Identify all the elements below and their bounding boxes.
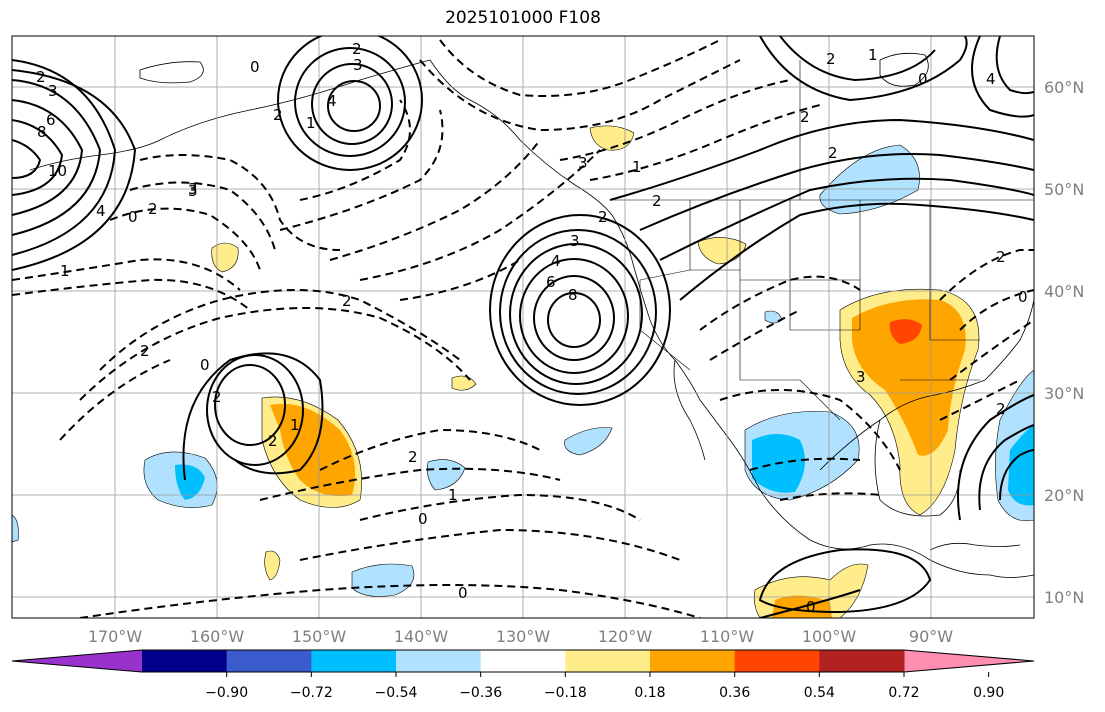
contour-label: 8	[37, 123, 47, 141]
contour-label: 1	[290, 416, 300, 434]
colorbar-swatch	[480, 650, 566, 672]
contour-label: 1	[306, 114, 316, 132]
colorbar-extend-low	[12, 650, 142, 672]
lon-label: 140°W	[394, 627, 449, 646]
lat-label: 20°N	[1044, 486, 1084, 505]
contour-label: 4	[551, 252, 561, 270]
contour-label: 2	[342, 292, 352, 310]
political-borders	[612, 60, 1034, 421]
contour-label: 3	[48, 82, 58, 100]
contour-label: 0	[1018, 288, 1028, 306]
lon-label: 150°W	[292, 627, 347, 646]
colorbar-swatch	[565, 650, 651, 672]
lat-label: 10°N	[1044, 588, 1084, 607]
colorbar-tick-label: 0.90	[973, 685, 1004, 701]
shading-layer	[12, 125, 1034, 618]
contour-label: 6	[546, 273, 556, 291]
lon-label: 130°W	[496, 627, 551, 646]
contour-label: 0	[250, 58, 260, 76]
contour-label: 3	[578, 154, 588, 172]
colorbar-tick-label: −0.36	[459, 685, 502, 701]
colorbar-swatch	[819, 650, 905, 672]
contour-label: 0	[418, 510, 428, 528]
contour-label: 10	[48, 162, 67, 180]
contour-label: 3	[188, 182, 198, 200]
contour-label: 2	[212, 388, 222, 406]
longitude-labels: 170°W 160°W 150°W 140°W 130°W 120°W 110°…	[88, 627, 953, 646]
contour-label: 2	[652, 192, 662, 210]
contour-label: 3	[353, 56, 363, 74]
colorbar-tick-label: 0.36	[719, 685, 750, 701]
contour-label: 1	[632, 158, 642, 176]
lat-label: 60°N	[1044, 78, 1084, 97]
contour-label: 0	[806, 598, 816, 616]
lon-label: 100°W	[802, 627, 857, 646]
colorbar: −0.90 −0.72 −0.54 −0.36 −0.18 0.18 0.36 0.54 0.7…	[11, 649, 1035, 701]
contour-label: 3	[570, 232, 580, 250]
contour-label: 4	[96, 202, 106, 220]
contour-label: 1	[868, 46, 878, 64]
colorbar-outline	[11, 649, 1035, 673]
contour-label: 0	[200, 356, 210, 374]
lat-label: 30°N	[1044, 384, 1084, 403]
contour-label: 2	[148, 200, 158, 218]
contour-label: 4	[986, 70, 996, 88]
dashed-contours	[12, 39, 1034, 618]
lon-label: 170°W	[88, 627, 143, 646]
contour-label: 0	[128, 208, 138, 226]
lon-label: 120°W	[598, 627, 653, 646]
colorbar-tick-label: −0.90	[205, 685, 248, 701]
colorbar-tick-label: −0.18	[544, 685, 587, 701]
contour-label: 2	[826, 50, 836, 68]
contour-label: 2	[273, 106, 283, 124]
colorbar-swatch	[734, 650, 820, 672]
contour-label: 3	[188, 180, 198, 198]
lon-label: 110°W	[700, 627, 755, 646]
colorbar-tick-label: −0.54	[375, 685, 418, 701]
colorbar-tick-label: −0.72	[290, 685, 333, 701]
contour-label: 2	[268, 432, 278, 450]
contour-label: 2	[140, 342, 150, 360]
map-frame	[11, 35, 1035, 619]
contour-label: 2	[598, 208, 608, 226]
graticule	[12, 36, 1034, 618]
contour-label: 6	[46, 111, 56, 129]
colorbar-swatch	[226, 650, 312, 672]
colorbar-tick-label: 0.18	[634, 685, 665, 701]
contour-labels: 2 3 0 2 3 4 2 6 8 10 4 0 1 2 3 1 2 0 2 2…	[36, 40, 1028, 616]
colorbar-tick-label: 0.72	[888, 685, 919, 701]
contour-label: 8	[568, 286, 578, 304]
contour-label: 2	[996, 248, 1006, 266]
contour-label: 2	[996, 400, 1006, 418]
colorbar-tick-label: 0.54	[804, 685, 835, 701]
coastlines	[29, 52, 1034, 578]
contour-label: 2	[408, 448, 418, 466]
colorbar-swatch	[142, 650, 228, 672]
colorbar-swatch	[396, 650, 482, 672]
contour-label: 2	[36, 68, 46, 86]
lon-label: 90°W	[909, 627, 953, 646]
lat-label: 50°N	[1044, 180, 1084, 199]
contour-label: 1	[448, 486, 458, 504]
contour-label: 0	[458, 584, 468, 602]
contour-label: 4	[327, 92, 337, 110]
contour-label: 3	[856, 368, 866, 386]
lon-label: 160°W	[190, 627, 245, 646]
contour-label: 2	[352, 40, 362, 58]
contour-label: 0	[918, 70, 928, 88]
lat-label: 40°N	[1044, 282, 1084, 301]
contour-label: 2	[828, 144, 838, 162]
colorbar-swatch	[650, 650, 736, 672]
colorbar-extend-high	[904, 650, 1034, 672]
contour-label: 1	[60, 262, 70, 280]
contour-label: 2	[800, 108, 810, 126]
latitude-labels: 60°N 50°N 40°N 30°N 20°N 10°N	[1044, 78, 1084, 607]
chart-title: 2025101000 F108	[445, 8, 601, 28]
solid-contours	[12, 36, 1034, 618]
colorbar-swatch	[311, 650, 397, 672]
